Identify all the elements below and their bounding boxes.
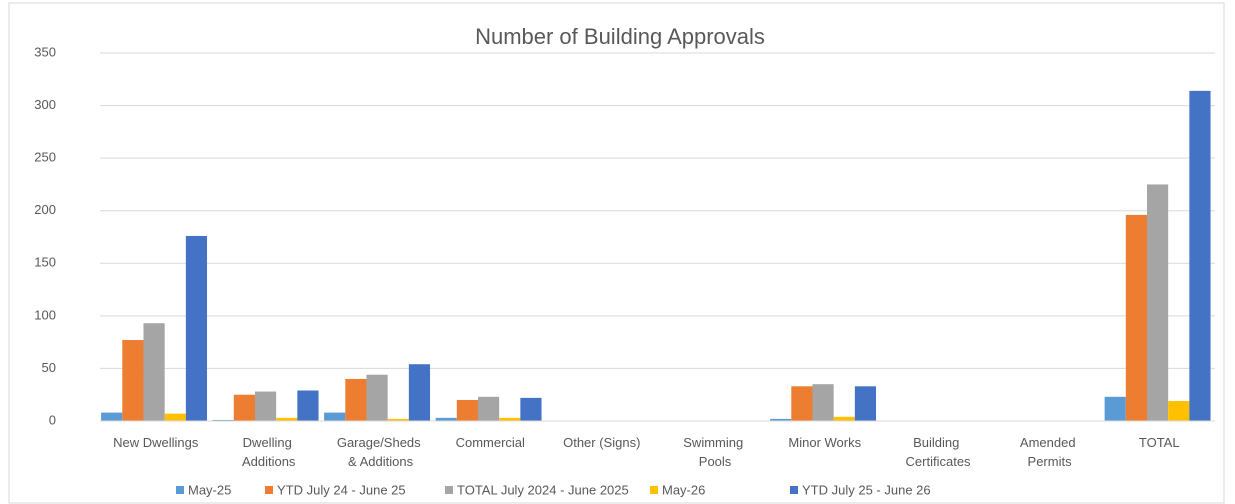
x-tick-label: TOTAL bbox=[1139, 435, 1180, 450]
x-tick-label: Minor Works bbox=[788, 435, 861, 450]
bar bbox=[143, 323, 165, 421]
bar bbox=[520, 397, 542, 421]
bar bbox=[770, 418, 792, 421]
x-tick-label: Swimming Pools bbox=[683, 435, 743, 469]
chart-frame bbox=[8, 2, 1225, 504]
bar bbox=[833, 416, 855, 421]
bar bbox=[499, 417, 521, 421]
bar bbox=[1104, 396, 1126, 421]
bar bbox=[101, 412, 123, 421]
bar bbox=[324, 412, 346, 421]
y-tick-label: 50 bbox=[42, 360, 56, 375]
legend-label: YTD July 25 - June 26 bbox=[802, 482, 931, 497]
legend-swatch bbox=[176, 486, 184, 494]
bar bbox=[297, 390, 319, 421]
bar bbox=[212, 419, 234, 421]
bar bbox=[791, 386, 813, 421]
legend-swatch bbox=[790, 486, 798, 494]
bar bbox=[164, 413, 186, 421]
chart-title: Number of Building Approvals bbox=[475, 24, 765, 49]
x-tick-label: New Dwellings bbox=[113, 435, 199, 450]
legend-swatch bbox=[265, 486, 273, 494]
bar bbox=[477, 396, 500, 421]
legend-label: May-26 bbox=[662, 482, 705, 497]
bar bbox=[812, 384, 834, 421]
bar bbox=[345, 378, 367, 421]
bar bbox=[366, 374, 388, 421]
legend-label: TOTAL July 2024 - June 2025 bbox=[457, 482, 629, 497]
y-tick-label: 0 bbox=[49, 412, 56, 427]
legend-swatch bbox=[445, 486, 453, 494]
x-tick-label: Building Certificates bbox=[902, 435, 971, 469]
bar bbox=[254, 391, 277, 421]
y-tick-label: 250 bbox=[34, 150, 56, 165]
legend-label: YTD July 24 - June 25 bbox=[277, 482, 406, 497]
bar bbox=[185, 235, 208, 421]
x-tick-label: Garage/Sheds & Additions bbox=[337, 435, 421, 469]
bar bbox=[435, 417, 457, 421]
y-tick-label: 350 bbox=[34, 44, 56, 59]
x-tick-label: Amended Permits bbox=[1020, 435, 1076, 469]
x-tick-label: Dwelling Additions bbox=[239, 435, 296, 469]
x-tick-label: Commercial bbox=[456, 435, 525, 450]
legend-label: May-25 bbox=[188, 482, 231, 497]
bar bbox=[456, 399, 478, 421]
bar bbox=[1146, 184, 1169, 421]
y-tick-label: 300 bbox=[34, 97, 56, 112]
legend-swatch bbox=[650, 486, 658, 494]
bar bbox=[233, 394, 255, 421]
bar bbox=[854, 386, 877, 421]
y-tick-label: 200 bbox=[34, 202, 56, 217]
y-tick-label: 150 bbox=[34, 255, 56, 270]
bar bbox=[387, 418, 409, 421]
bar bbox=[122, 340, 144, 421]
x-tick-label: Other (Signs) bbox=[563, 435, 640, 450]
bar bbox=[1189, 90, 1211, 421]
bar bbox=[276, 417, 298, 421]
bar bbox=[1168, 401, 1190, 421]
bar bbox=[408, 364, 431, 421]
bar bbox=[1125, 214, 1147, 421]
y-tick-label: 100 bbox=[34, 307, 56, 322]
